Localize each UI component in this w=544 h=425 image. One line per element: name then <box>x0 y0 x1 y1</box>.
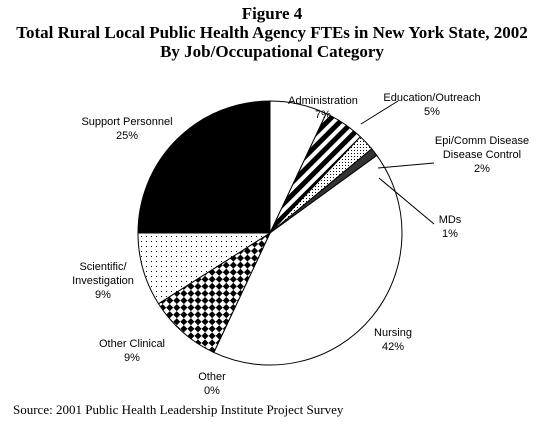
pie-slice-nursing <box>213 154 403 366</box>
slice-label-nursing: Nursing 42% <box>374 327 412 353</box>
leader-line <box>377 162 435 169</box>
figure-label: Figure 4 <box>241 4 303 23</box>
slice-label-scientific-investigation: Scientific/Investigation 9% <box>72 261 134 301</box>
chart-subtitle: By Job/Occupational Category <box>160 42 384 61</box>
slice-label-support-personnel: Support Personnel 25% <box>81 116 172 142</box>
slice-label-mds: MDs 1% <box>439 214 462 240</box>
pie-slices <box>137 100 403 366</box>
slice-label-other: Other 0% <box>198 371 226 397</box>
slice-label-other-clinical: Other Clinical 9% <box>99 338 165 364</box>
leader-line <box>378 177 435 225</box>
leader-line <box>360 100 399 125</box>
leader-lines <box>360 100 435 225</box>
source-note: Source: 2001 Public Health Leadership In… <box>13 402 344 417</box>
slice-label-education-outreach: Education/Outreach 5% <box>383 92 480 118</box>
chart-title: Total Rural Local Public Health Agency F… <box>16 23 528 42</box>
pie-slice-support-personnel <box>137 100 271 234</box>
slice-label-administration: Administration 7% <box>288 95 358 121</box>
chart-titles: Figure 4 Total Rural Local Public Health… <box>0 4 544 61</box>
slice-label-epi-comm-disease-disease-control: Epi/Comm Disease Disease Control 2% <box>435 135 529 175</box>
slice-labels: Administration 7% Education/Outreach 5% Epi/… <box>72 92 529 397</box>
